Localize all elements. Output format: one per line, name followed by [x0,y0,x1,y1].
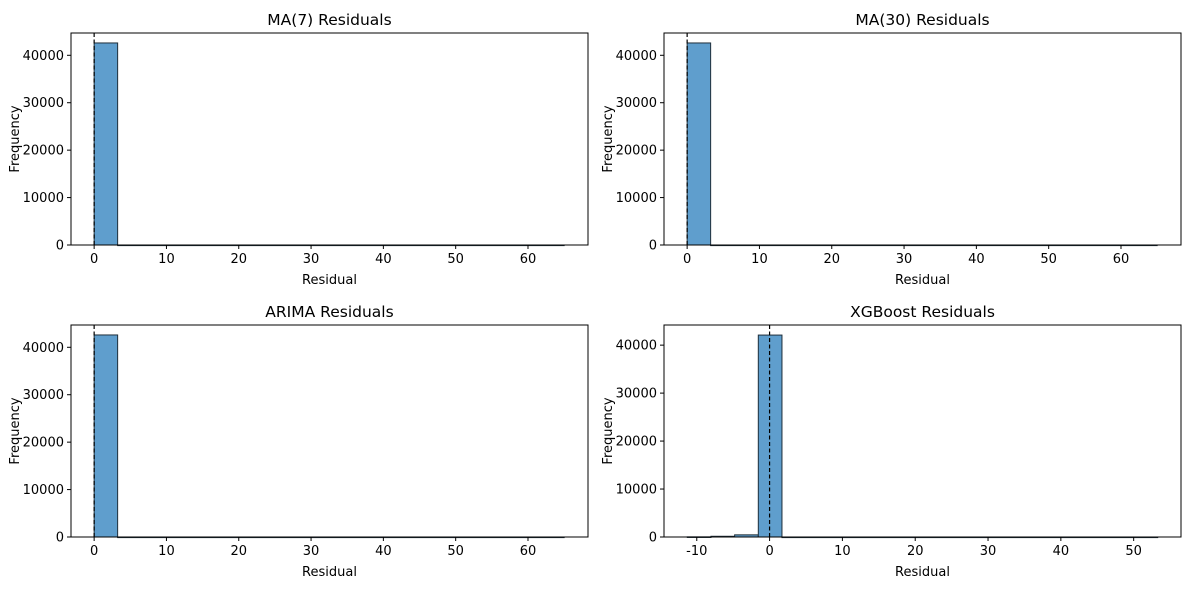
xgboost-x-tick-label: 0 [765,544,773,559]
arima-y-tick-label: 10000 [23,483,64,498]
ma7-x-tick-label: 60 [520,252,537,267]
xgboost-title: XGBoost Residuals [850,303,995,321]
ma7-y-tick-label: 20000 [23,144,64,159]
ma30-title: MA(30) Residuals [855,11,989,29]
arima-panel: 0 10 20 30 40 50 60 0 10000 20000 30000 40000 ARIMA … [8,303,589,580]
arima-x-tick-label: 10 [158,544,175,559]
ma30-panel: 0 10 20 30 40 50 60 0 10000 20000 30000 40000 MA(30)… [601,11,1182,288]
xgboost-y-tick-label: 40000 [616,339,657,354]
ma7-axes-frame [70,32,589,246]
ma30-y-axis-label: Frequency [601,105,616,172]
ma30-x-tick-label: 40 [968,252,985,267]
arima-x-tick-label: 40 [375,544,392,559]
arima-y-tick-label: 40000 [23,341,64,356]
xgboost-panel: -10 0 10 20 30 40 50 0 10000 20000 30000 40000 XGBoo… [601,303,1182,580]
xgboost-x-tick-label: 50 [1125,544,1142,559]
arima-y-tick-label: 30000 [23,388,64,403]
arima-y-tick-label: 0 [56,531,64,546]
ma7-y-tick-label: 30000 [23,96,64,111]
xgboost-y-tick-label: 10000 [616,483,657,498]
arima-x-tick-label: 20 [230,544,247,559]
xgboost-axes-frame [663,324,1182,538]
ma30-y-tick-label: 30000 [616,96,657,111]
ma7-panel: 0 10 20 30 40 50 60 0 10000 20000 30000 40000 MA(7) … [8,11,589,288]
ma7-x-tick-label: 30 [303,252,320,267]
xgboost-y-tick-label: 20000 [616,435,657,450]
ma30-y-tick-label: 10000 [616,191,657,206]
xgboost-x-tick-label: 20 [907,544,924,559]
ma30-x-tick-label: 10 [751,252,768,267]
arima-title: ARIMA Residuals [265,303,393,321]
xgboost-y-tick-label: 30000 [616,387,657,402]
arima-axes-frame [70,324,589,538]
ma7-x-tick-label: 50 [447,252,464,267]
ma7-histogram-bar [93,42,119,246]
arima-x-tick-label: 60 [520,544,537,559]
ma30-x-tick-label: 0 [683,252,691,267]
arima-y-tick-label: 20000 [23,436,64,451]
ma7-title: MA(7) Residuals [267,11,391,29]
arima-x-tick-label: 50 [447,544,464,559]
ma7-y-tick-label: 40000 [23,49,64,64]
ma7-x-tick-label: 20 [230,252,247,267]
arima-y-axis-label: Frequency [8,397,23,464]
ma7-x-tick-label: 0 [90,252,98,267]
ma30-y-tick-label: 0 [649,239,657,254]
xgboost-y-axis-label: Frequency [601,397,616,464]
ma7-y-axis-label: Frequency [8,105,23,172]
ma30-histogram-bar [686,42,712,246]
ma7-x-tick-label: 10 [158,252,175,267]
ma7-x-tick-label: 40 [375,252,392,267]
ma7-y-tick-label: 10000 [23,191,64,206]
xgboost-x-tick-label: 10 [834,544,851,559]
arima-x-tick-label: 30 [303,544,320,559]
ma30-x-tick-label: 60 [1113,252,1130,267]
ma30-axes-frame [663,32,1182,246]
ma30-x-tick-label: 50 [1040,252,1057,267]
xgboost-y-tick-label: 0 [649,531,657,546]
ma30-y-tick-label: 40000 [616,49,657,64]
ma30-y-tick-label: 20000 [616,144,657,159]
arima-x-tick-label: 0 [90,544,98,559]
xgboost-x-tick-label: 30 [980,544,997,559]
xgboost-x-tick-label: -10 [686,544,707,559]
ma30-x-tick-label: 30 [896,252,913,267]
xgboost-x-axis-label: Residual [895,565,950,580]
ma7-x-axis-label: Residual [302,273,357,288]
xgboost-x-tick-label: 40 [1053,544,1070,559]
arima-histogram-bar [93,334,119,538]
ma30-x-axis-label: Residual [895,273,950,288]
ma7-y-tick-label: 0 [56,239,64,254]
ma30-x-tick-label: 20 [823,252,840,267]
arima-x-axis-label: Residual [302,565,357,580]
